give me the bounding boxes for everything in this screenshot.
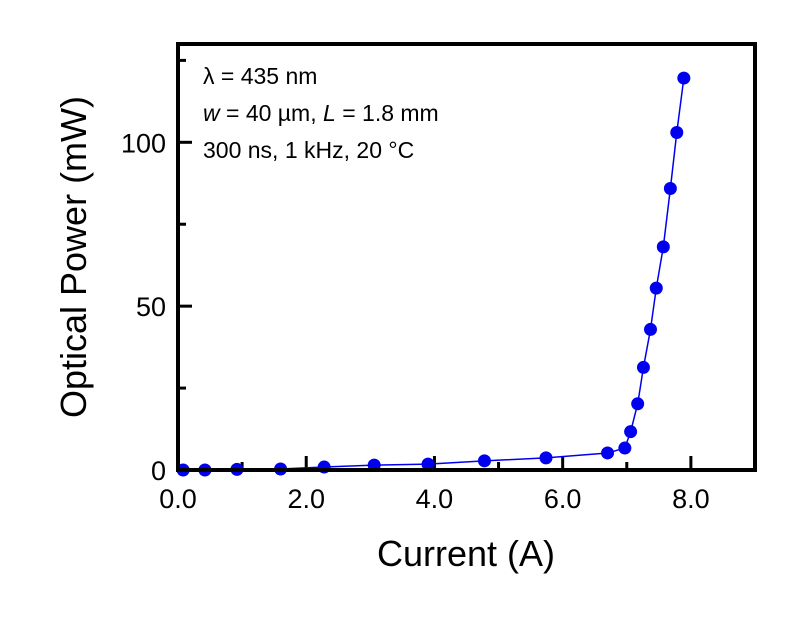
x-tick-label: 6.0 xyxy=(544,484,582,514)
y-axis-title: Optical Power (mW) xyxy=(53,96,94,418)
y-tick-label: 50 xyxy=(136,292,166,322)
data-point xyxy=(601,446,615,460)
data-point xyxy=(663,182,677,196)
annotation-geometry: w = 40 µm, L = 1.8 mm xyxy=(203,100,439,126)
y-tick-label: 0 xyxy=(151,456,166,486)
data-point xyxy=(677,71,691,85)
data-point xyxy=(477,454,491,468)
data-point xyxy=(624,425,638,439)
data-point xyxy=(670,125,684,139)
data-point xyxy=(643,322,657,336)
data-point xyxy=(539,451,553,465)
y-tick-label: 100 xyxy=(121,128,166,158)
data-point xyxy=(649,281,663,295)
data-point xyxy=(618,441,632,455)
data-point xyxy=(656,240,670,254)
annotation-wavelength: λ = 435 nm xyxy=(203,63,317,89)
data-point xyxy=(421,457,435,471)
plot-frame xyxy=(176,42,757,472)
x-tick-label: 2.0 xyxy=(287,484,325,514)
annotation-conditions: 300 ns, 1 kHz, 20 °C xyxy=(203,137,414,163)
x-tick-label: 0.0 xyxy=(159,484,197,514)
data-point xyxy=(631,397,645,411)
x-axis-title: Current (A) xyxy=(377,533,555,574)
data-point xyxy=(636,360,650,374)
x-tick-label: 8.0 xyxy=(672,484,710,514)
x-tick-label: 4.0 xyxy=(416,484,454,514)
